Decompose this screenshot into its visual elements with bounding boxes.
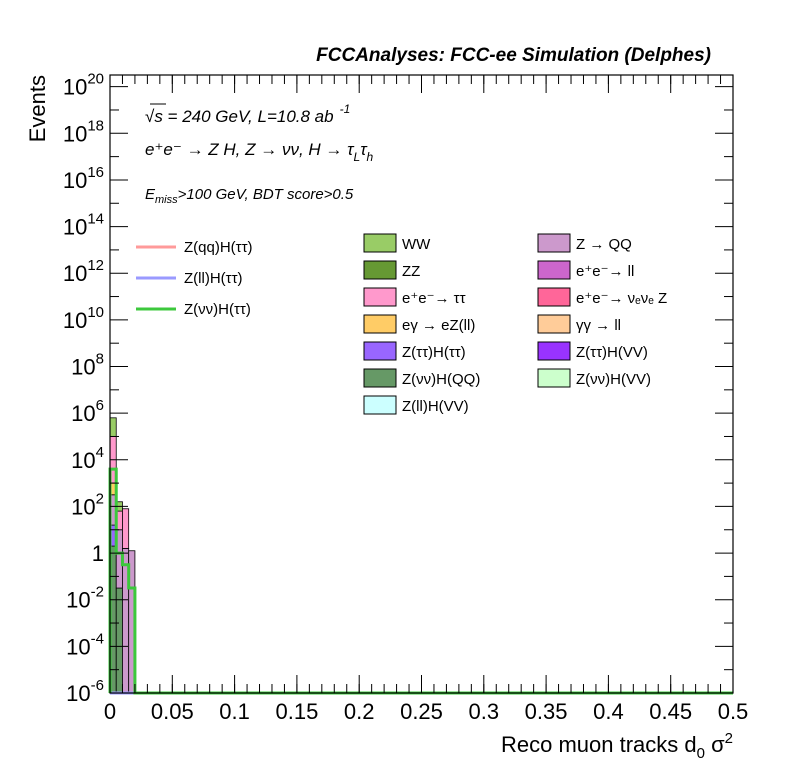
legend-bkg-swatch-11 xyxy=(537,368,571,388)
y-tick-label-12: 10-4 xyxy=(66,630,104,659)
legend-bkg-label-10: Z(νν)H(QQ) xyxy=(402,371,480,388)
stack-bar-bin1-seg0 xyxy=(115,587,123,694)
x-tick-label-9: 0.45 xyxy=(649,699,692,724)
legend-bkg-label-1: Z → QQ xyxy=(576,236,632,253)
x-tick-label-10: 0.5 xyxy=(718,699,749,724)
legend-bkg-swatch-10 xyxy=(363,368,397,388)
process-label: e⁺e⁻ → Z H, Z → νν, H → τLτh xyxy=(145,140,374,164)
chart-title: FCCAnalyses: FCC-ee Simulation (Delphes) xyxy=(316,45,711,66)
x-tick-label-5: 0.25 xyxy=(400,699,443,724)
x-tick-label-0: 0 xyxy=(104,699,116,724)
y-axis-title: Events xyxy=(25,75,50,142)
legend-bkg-label-3: e⁺e⁻→ ll xyxy=(576,263,634,280)
legend-bkg-swatch-12 xyxy=(363,395,397,415)
y-tick-label-11: 10-2 xyxy=(66,584,104,613)
y-tick-label-3: 1014 xyxy=(63,211,104,240)
x-tick-label-1: 0.05 xyxy=(151,699,194,724)
x-axis-title: Reco muon tracks d0 σ2 xyxy=(501,730,733,762)
legend-bkg-label-8: Z(ττ)H(ττ) xyxy=(402,344,466,361)
y-axis-ticks: 1020 1018 1016 1014 1012 1010 108 106 104 102 1 10-… xyxy=(63,71,733,706)
signal-line-2 xyxy=(108,467,733,695)
legend-bkg-swatch-4 xyxy=(363,287,397,307)
y-tick-label-6: 108 xyxy=(71,351,104,380)
legend-bkg-label-6: eγ → eZ(ll) xyxy=(402,317,475,334)
legend-bkg-swatch-8 xyxy=(363,341,397,361)
y-tick-label-8: 104 xyxy=(71,444,104,473)
legend-bkg-label-7: γγ → ll xyxy=(576,317,621,334)
legend-bkg-label-5: e⁺e⁻→ νₑνₑ Z xyxy=(576,290,667,307)
legend-bkg-swatch-7 xyxy=(537,314,571,334)
x-tick-label-3: 0.15 xyxy=(275,699,318,724)
legend-bkg-swatch-0 xyxy=(363,233,397,253)
y-tick-label-10: 1 xyxy=(92,541,104,566)
selection-cut-label: Emiss>100 GeV, BDT score>0.5 xyxy=(145,186,354,206)
legend-signal-label-1: Z(ll)H(ττ) xyxy=(184,270,243,287)
x-tick-label-8: 0.4 xyxy=(593,699,624,724)
legend-bkg-label-2: ZZ xyxy=(402,263,420,280)
y-tick-label-9: 102 xyxy=(71,490,104,519)
y-tick-label-7: 106 xyxy=(71,397,104,426)
legend-bkg-label-4: e⁺e⁻→ ττ xyxy=(402,290,466,307)
legend-bkg-swatch-6 xyxy=(363,314,397,334)
legend-bkg-label-12: Z(ll)H(VV) xyxy=(402,398,469,415)
legend-signals: Z(qq)H(ττ) Z(ll)H(ττ) Z(νν)H(ττ) xyxy=(136,239,253,318)
x-tick-label-7: 0.35 xyxy=(525,699,568,724)
stack-bar-bin0-seg5 xyxy=(109,417,117,437)
legend-bkg-swatch-9 xyxy=(537,341,571,361)
energy-lumi-label: √s = 240 GeV, L=10.8 ab -1 xyxy=(145,102,350,126)
x-tick-label-4: 0.2 xyxy=(344,699,375,724)
y-tick-label-2: 1016 xyxy=(63,164,104,193)
y-tick-label-0: 1020 xyxy=(63,71,104,100)
legend-bkg-swatch-1 xyxy=(537,233,571,253)
y-tick-label-13: 10-6 xyxy=(66,677,104,706)
legend-signal-label-2: Z(νν)H(ττ) xyxy=(184,301,251,318)
legend-bkg-label-0: WW xyxy=(402,236,431,253)
x-axis-ticks: 0 0.05 0.1 0.15 0.2 0.25 0.3 0.35 0.4 0.45 0.5 xyxy=(104,75,748,724)
legend-backgrounds: WW Z → QQ ZZ e⁺e⁻→ ll e⁺e⁻→ ττ e⁺e⁻→ νₑνₑ Z eγ… xyxy=(363,233,667,415)
x-tick-label-2: 0.1 xyxy=(219,699,250,724)
legend-bkg-swatch-5 xyxy=(537,287,571,307)
y-tick-label-4: 1012 xyxy=(63,257,104,286)
legend-signal-label-0: Z(qq)H(ττ) xyxy=(184,239,253,256)
x-tick-label-6: 0.3 xyxy=(469,699,500,724)
y-tick-label-1: 1018 xyxy=(63,117,104,146)
legend-bkg-swatch-3 xyxy=(537,260,571,280)
legend-bkg-label-11: Z(νν)H(VV) xyxy=(576,371,651,388)
legend-bkg-swatch-2 xyxy=(363,260,397,280)
legend-bkg-label-9: Z(ττ)H(VV) xyxy=(576,344,648,361)
stack-bar-bin2-seg1 xyxy=(122,508,130,549)
y-tick-label-5: 1010 xyxy=(63,304,104,333)
